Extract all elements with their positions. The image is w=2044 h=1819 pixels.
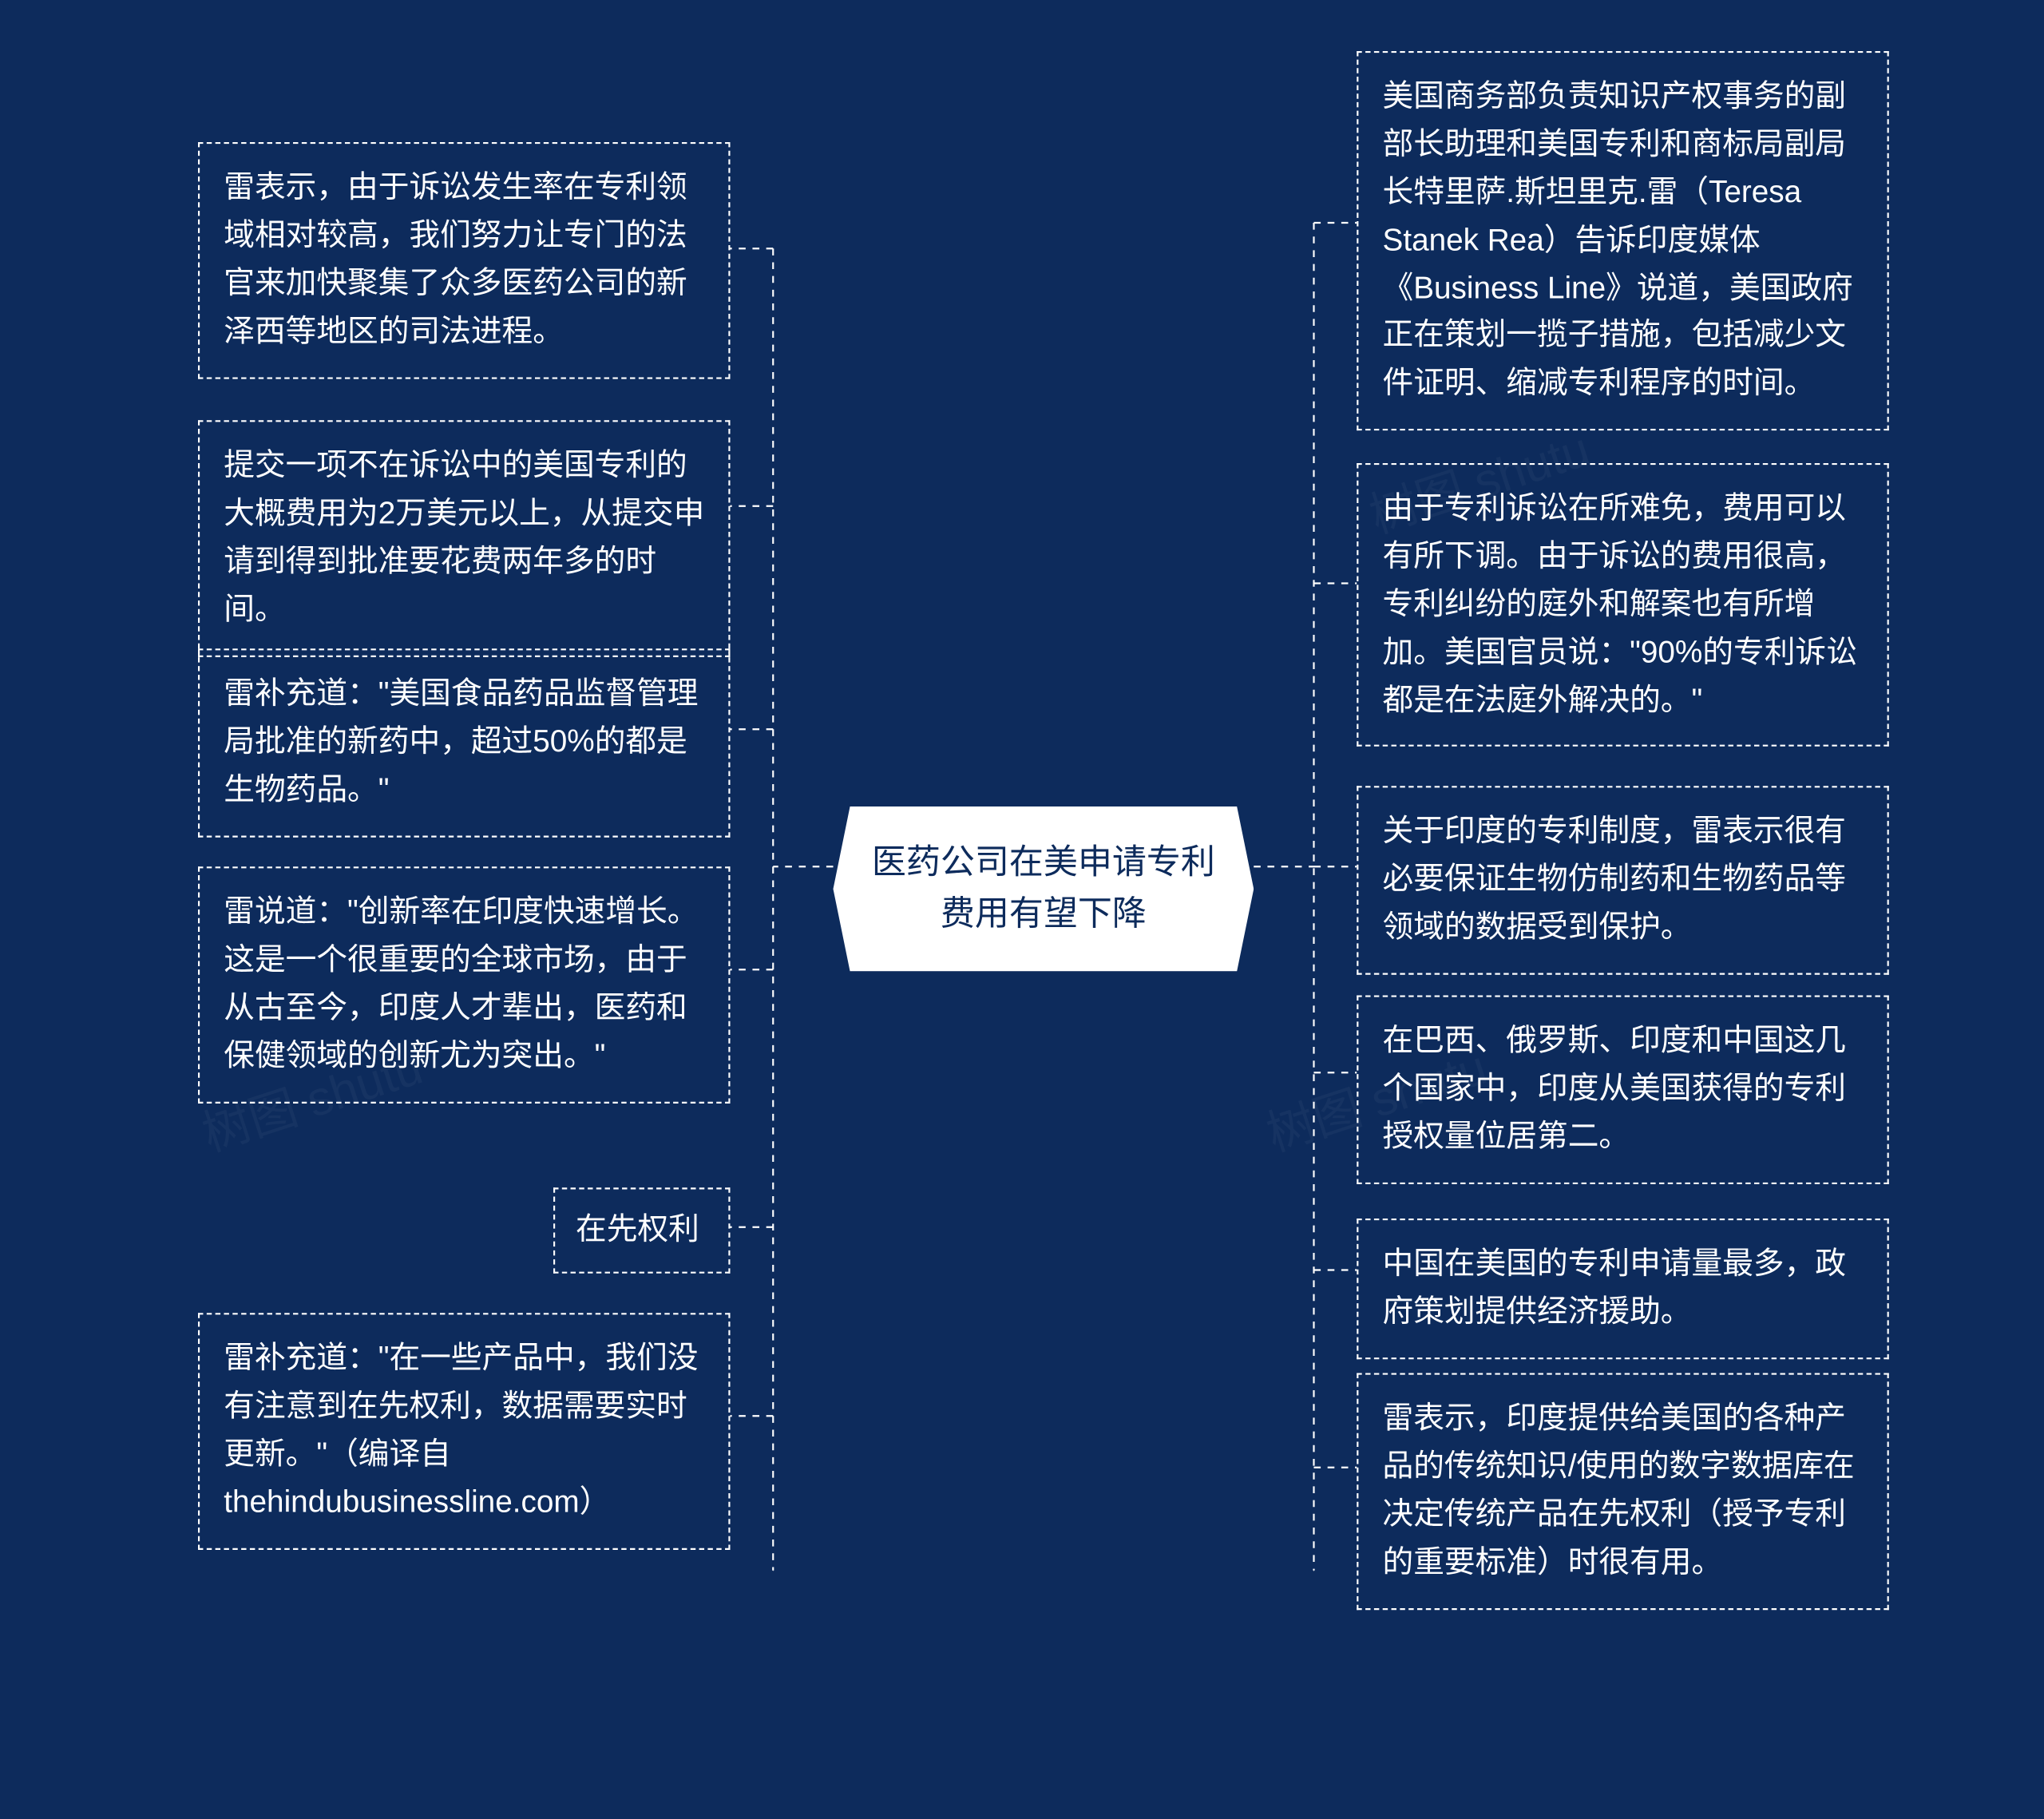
left-node-6: 雷补充道："在一些产品中，我们没有注意到在先权利，数据需要实时更新。"（编译自t… — [198, 1313, 731, 1549]
right-node-3: 关于印度的专利制度，雷表示很有必要保证生物仿制药和生物药品等领域的数据受到保护。 — [1357, 786, 1888, 974]
left-node-4: 雷说道："创新率在印度快速增长。这是一个很重要的全球市场，由于从古至今，印度人才… — [198, 866, 731, 1103]
left-node-1: 雷表示，由于诉讼发生率在专利领域相对较高，我们努力让专门的法官来加快聚集了众多医… — [198, 142, 731, 378]
left-node-2: 提交一项不在诉讼中的美国专利的大概费用为2万美元以上，从提交申请到得到批准要花费… — [198, 420, 731, 656]
right-node-6: 雷表示，印度提供给美国的各种产品的传统知识/使用的数字数据库在决定传统产品在先权… — [1357, 1373, 1888, 1610]
left-node-3: 雷补充道："美国食品药品监督管理局批准的新药中，超过50%的都是生物药品。" — [198, 648, 731, 837]
left-node-5: 在先权利 — [553, 1187, 730, 1273]
center-node: 医药公司在美申请专利费用有望下降 — [834, 806, 1254, 971]
right-node-5: 中国在美国的专利申请量最多，政府策划提供经济援助。 — [1357, 1219, 1888, 1359]
right-node-1: 美国商务部负责知识产权事务的副部长助理和美国专利和商标局副局长特里萨.斯坦里克.… — [1357, 51, 1888, 431]
right-node-2: 由于专利诉讼在所难免，费用可以有所下调。由于诉讼的费用很高，专利纠纷的庭外和解案… — [1357, 463, 1888, 747]
right-node-4: 在巴西、俄罗斯、印度和中国这几个国家中，印度从美国获得的专利授权量位居第二。 — [1357, 996, 1888, 1184]
